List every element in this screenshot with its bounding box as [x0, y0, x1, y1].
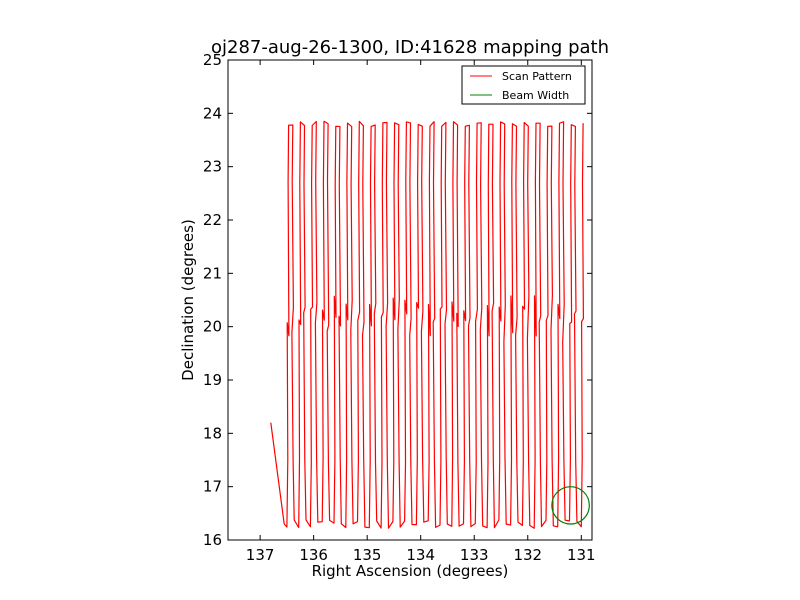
- chart-title: oj287-aug-26-1300, ID:41628 mapping path: [211, 37, 609, 58]
- y-tick-label: 24: [203, 104, 222, 122]
- legend-box: [461, 65, 586, 105]
- x-axis-title: Right Ascension (degrees): [312, 562, 509, 580]
- legend-label-beam-width: Beam Width: [502, 89, 569, 102]
- plot-area: [227, 59, 593, 541]
- x-tick-label: 136: [299, 546, 328, 564]
- legend-label-scan-pattern: Scan Pattern: [502, 70, 572, 83]
- y-tick-label: 23: [203, 158, 222, 176]
- plot-frame: [227, 59, 593, 541]
- y-tick-label: 17: [203, 478, 222, 496]
- y-axis-title: Declination (degrees): [179, 219, 197, 381]
- y-tick-label: 22: [203, 211, 222, 229]
- y-tick-label: 21: [203, 264, 222, 282]
- y-tick-label: 19: [203, 371, 222, 389]
- beam-width-circle: [551, 486, 590, 525]
- x-tick-label: 134: [406, 546, 435, 564]
- y-tick-label: 20: [203, 318, 222, 336]
- x-tick-label: 135: [353, 546, 382, 564]
- scan-pattern-line: [270, 120, 584, 529]
- x-tick-label: 131: [567, 546, 596, 564]
- x-tick-label: 133: [460, 546, 489, 564]
- y-axis: 16 17 18 19 20 21 22 23 24 25: [203, 51, 592, 549]
- x-tick-label: 137: [246, 546, 275, 564]
- y-tick-label: 16: [203, 531, 222, 549]
- y-tick-label: 25: [203, 51, 222, 69]
- y-tick-label: 18: [203, 424, 222, 442]
- series-layer: [270, 120, 590, 529]
- legend: Scan Pattern Beam Width: [461, 65, 586, 105]
- x-axis: 137 136 135 134 133 132 131: [246, 60, 596, 564]
- x-tick-label: 132: [513, 546, 542, 564]
